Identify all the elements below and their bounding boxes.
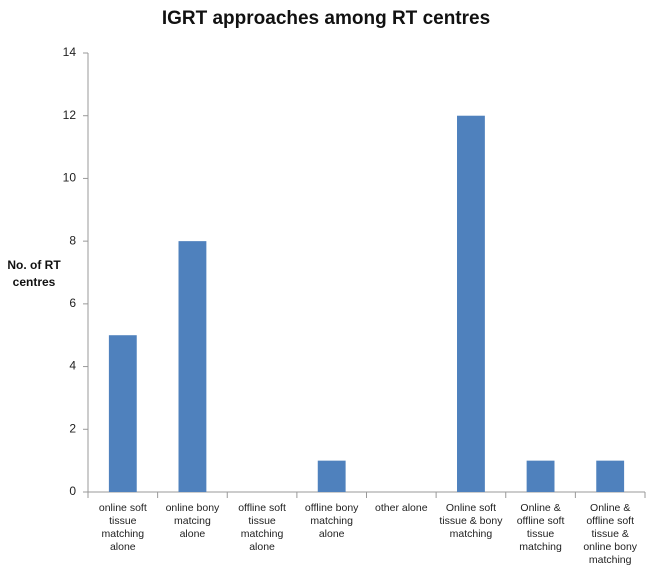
x-tick-label: offline bony matching alone bbox=[304, 502, 359, 540]
x-tick-label: Online soft tissue & bony matching bbox=[439, 502, 503, 540]
y-axis-label: No. of RT centres bbox=[7, 258, 61, 289]
x-tick-label: Online & offline soft tissue matching bbox=[516, 502, 565, 553]
y-tick-label: 4 bbox=[69, 359, 76, 373]
bar bbox=[596, 460, 625, 492]
bar bbox=[317, 460, 346, 492]
x-tick-label: other alone bbox=[375, 502, 428, 514]
x-tick-label: offline soft tissue matching alone bbox=[238, 502, 286, 553]
y-tick-label: 6 bbox=[69, 296, 76, 310]
y-tick-label: 2 bbox=[69, 421, 76, 435]
x-tick-label: online soft tissue matching alone bbox=[98, 502, 147, 553]
bar bbox=[457, 115, 485, 492]
y-tick-label: 10 bbox=[63, 171, 77, 185]
x-tick-label: Online & offline soft tissue & online bo… bbox=[583, 502, 638, 566]
chart-title: IGRT approaches among RT centres bbox=[161, 8, 491, 29]
y-tick-label: 14 bbox=[63, 45, 77, 59]
y-tick-label: 0 bbox=[69, 484, 76, 498]
bar bbox=[178, 241, 207, 492]
x-tick-label: online bony matcing alone bbox=[165, 502, 220, 540]
bar bbox=[526, 460, 555, 492]
bar bbox=[108, 335, 137, 492]
y-tick-label: 8 bbox=[69, 233, 76, 247]
y-tick-label: 12 bbox=[63, 108, 77, 122]
